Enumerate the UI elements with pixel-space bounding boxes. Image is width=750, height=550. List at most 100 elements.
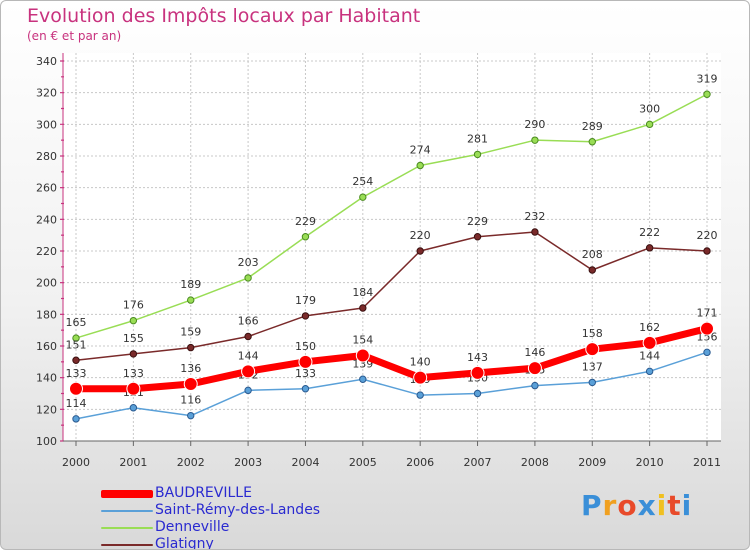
data-label-baudreville: 162 [639,321,660,334]
data-point-baudreville [126,381,141,396]
data-label-glatigny: 179 [295,294,316,307]
data-point-saint-r-my-des-landes [244,386,252,395]
data-point-glatigny [473,233,482,241]
data-point-baudreville [298,354,313,369]
data-label-glatigny: 151 [66,338,87,351]
proxiti-logo: Proxiti [581,489,692,522]
data-label-baudreville: 154 [352,334,373,347]
x-tick-label: 2009 [578,456,606,469]
data-label-glatigny: 222 [639,226,660,239]
data-label-baudreville: 133 [123,367,144,380]
legend-swatch [101,490,153,498]
logo-letter: t [667,489,682,522]
chart-title: Evolution des Impôts locaux par Habitant [27,5,421,27]
y-tick-label: 340 [36,55,57,68]
x-tick-label: 2010 [636,456,664,469]
data-point-saint-r-my-des-landes [187,411,195,420]
x-tick-label: 2003 [234,456,262,469]
x-tick-label: 2011 [693,456,721,469]
data-label-saint-r-my-des-landes: 116 [180,394,201,407]
data-label-denneville: 203 [238,256,259,269]
legend-swatch [101,544,153,546]
series-line-baudreville [72,325,711,393]
chart-subtitle: (en € et par an) [27,29,122,43]
series-line-saint-r-my-des-landes [75,351,708,420]
data-label-baudreville: 133 [66,367,87,380]
data-label-baudreville: 171 [697,307,718,320]
data-point-glatigny [531,228,539,236]
y-tick-label: 180 [36,308,57,321]
data-label-glatigny: 159 [180,326,201,339]
data-label-denneville: 300 [639,102,660,115]
data-label-saint-r-my-des-landes: 137 [582,360,603,373]
data-point-glatigny [244,332,252,341]
data-point-saint-r-my-des-landes [301,385,310,393]
data-point-denneville [531,136,539,144]
data-label-saint-r-my-des-landes: 114 [66,397,87,410]
data-point-denneville [359,193,367,201]
x-tick-label: 2008 [521,456,549,469]
data-label-denneville: 229 [295,215,316,228]
data-point-denneville [129,316,138,325]
x-tick-label: 2004 [291,456,319,469]
data-label-denneville: 289 [582,120,603,133]
data-point-saint-r-my-des-landes [416,391,424,399]
data-point-glatigny [416,247,424,255]
data-label-glatigny: 166 [238,315,259,328]
data-point-baudreville [355,348,370,363]
data-point-denneville [588,138,596,146]
data-label-saint-r-my-des-landes: 144 [639,349,660,362]
data-point-baudreville [470,365,485,380]
data-point-denneville [416,161,424,170]
data-label-glatigny: 184 [352,286,373,299]
data-label-baudreville: 143 [467,351,488,364]
data-point-baudreville [69,381,83,396]
y-tick-label: 240 [36,213,57,226]
data-point-baudreville [241,364,256,379]
data-point-baudreville [183,377,198,391]
data-label-denneville: 189 [180,278,201,291]
plot-area [63,53,721,441]
legend-label: BAUDREVILLE [155,485,252,501]
data-point-glatigny [187,343,195,352]
data-label-baudreville: 140 [410,356,431,369]
data-label-denneville: 254 [352,175,373,188]
data-label-glatigny: 208 [582,248,603,261]
data-label-baudreville: 136 [180,362,201,375]
data-label-denneville: 319 [697,72,718,85]
data-label-denneville: 274 [410,144,431,157]
legend-label: Denneville [155,519,230,535]
data-label-denneville: 281 [467,132,488,145]
data-point-saint-r-my-des-landes [72,415,80,423]
data-point-baudreville [413,370,428,385]
data-label-baudreville: 150 [295,340,316,353]
y-tick-label: 140 [36,372,57,385]
data-point-saint-r-my-des-landes [588,378,596,387]
y-tick-label: 320 [36,87,57,100]
data-label-baudreville: 158 [582,327,603,340]
data-point-baudreville [642,335,657,350]
data-label-glatigny: 232 [524,210,545,223]
y-tick-label: 300 [36,118,57,131]
data-label-baudreville: 144 [238,349,259,362]
logo-letter: r [602,489,618,522]
y-tick-label: 260 [36,182,57,195]
data-label-glatigny: 229 [467,215,488,228]
y-tick-label: 100 [36,435,57,448]
data-point-baudreville [527,361,542,376]
legend-swatch [101,527,153,529]
data-point-denneville [187,296,195,304]
data-point-denneville [703,90,711,98]
data-point-denneville [473,150,482,159]
data-point-denneville [645,120,654,129]
data-point-glatigny [588,266,596,274]
data-point-baudreville [585,342,600,357]
legend-swatch [101,510,153,512]
data-point-denneville [244,274,252,282]
data-point-saint-r-my-des-landes [359,375,367,383]
data-point-glatigny [72,356,80,364]
data-point-saint-r-my-des-landes [129,404,138,412]
logo-letter: x [637,489,657,522]
